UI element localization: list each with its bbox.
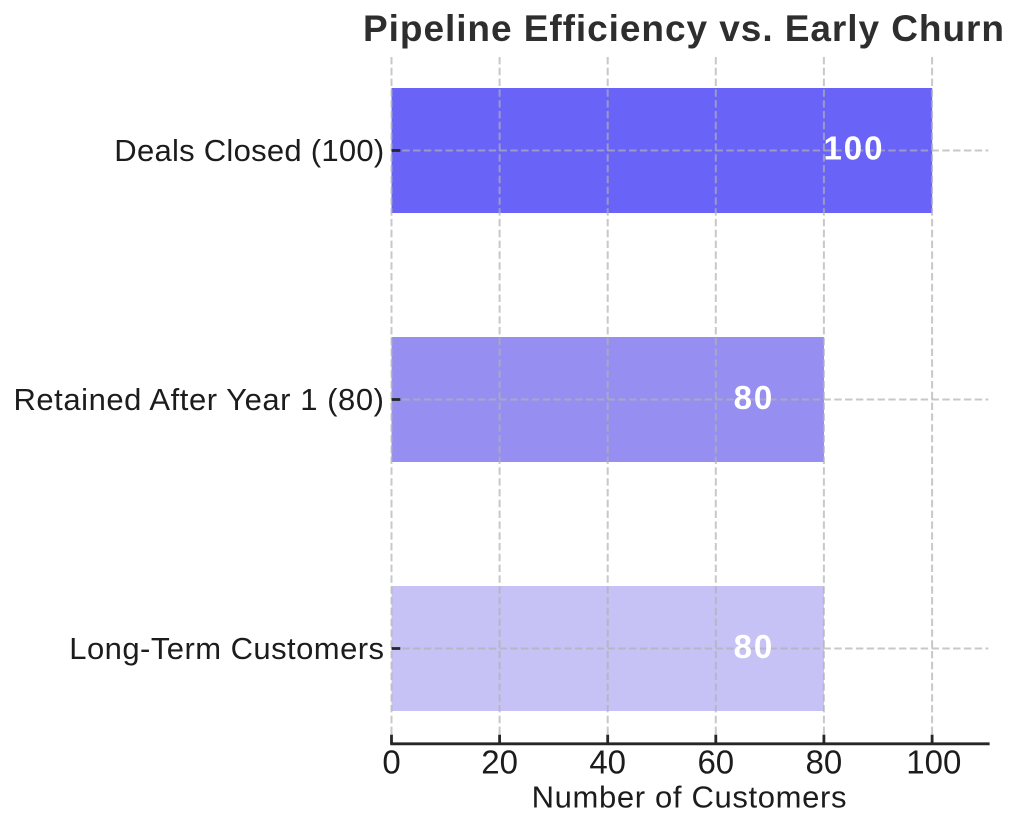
svg-text:20: 20	[481, 744, 518, 781]
svg-text:80: 80	[734, 628, 775, 665]
svg-text:Long-Term Customers: Long-Term Customers	[69, 631, 384, 666]
svg-text:80: 80	[734, 379, 775, 416]
svg-text:Retained After Year 1 (80): Retained After Year 1 (80)	[13, 382, 384, 417]
svg-text:100: 100	[823, 129, 884, 166]
svg-text:Pipeline Efficiency vs. Early: Pipeline Efficiency vs. Early Churn	[363, 8, 1005, 49]
svg-text:Deals Closed (100): Deals Closed (100)	[114, 133, 384, 168]
svg-text:0: 0	[382, 744, 400, 781]
svg-text:40: 40	[589, 744, 626, 781]
svg-text:60: 60	[697, 744, 734, 781]
svg-text:100: 100	[906, 744, 961, 781]
svg-text:Number of Customers: Number of Customers	[532, 780, 848, 815]
svg-text:80: 80	[806, 744, 843, 781]
